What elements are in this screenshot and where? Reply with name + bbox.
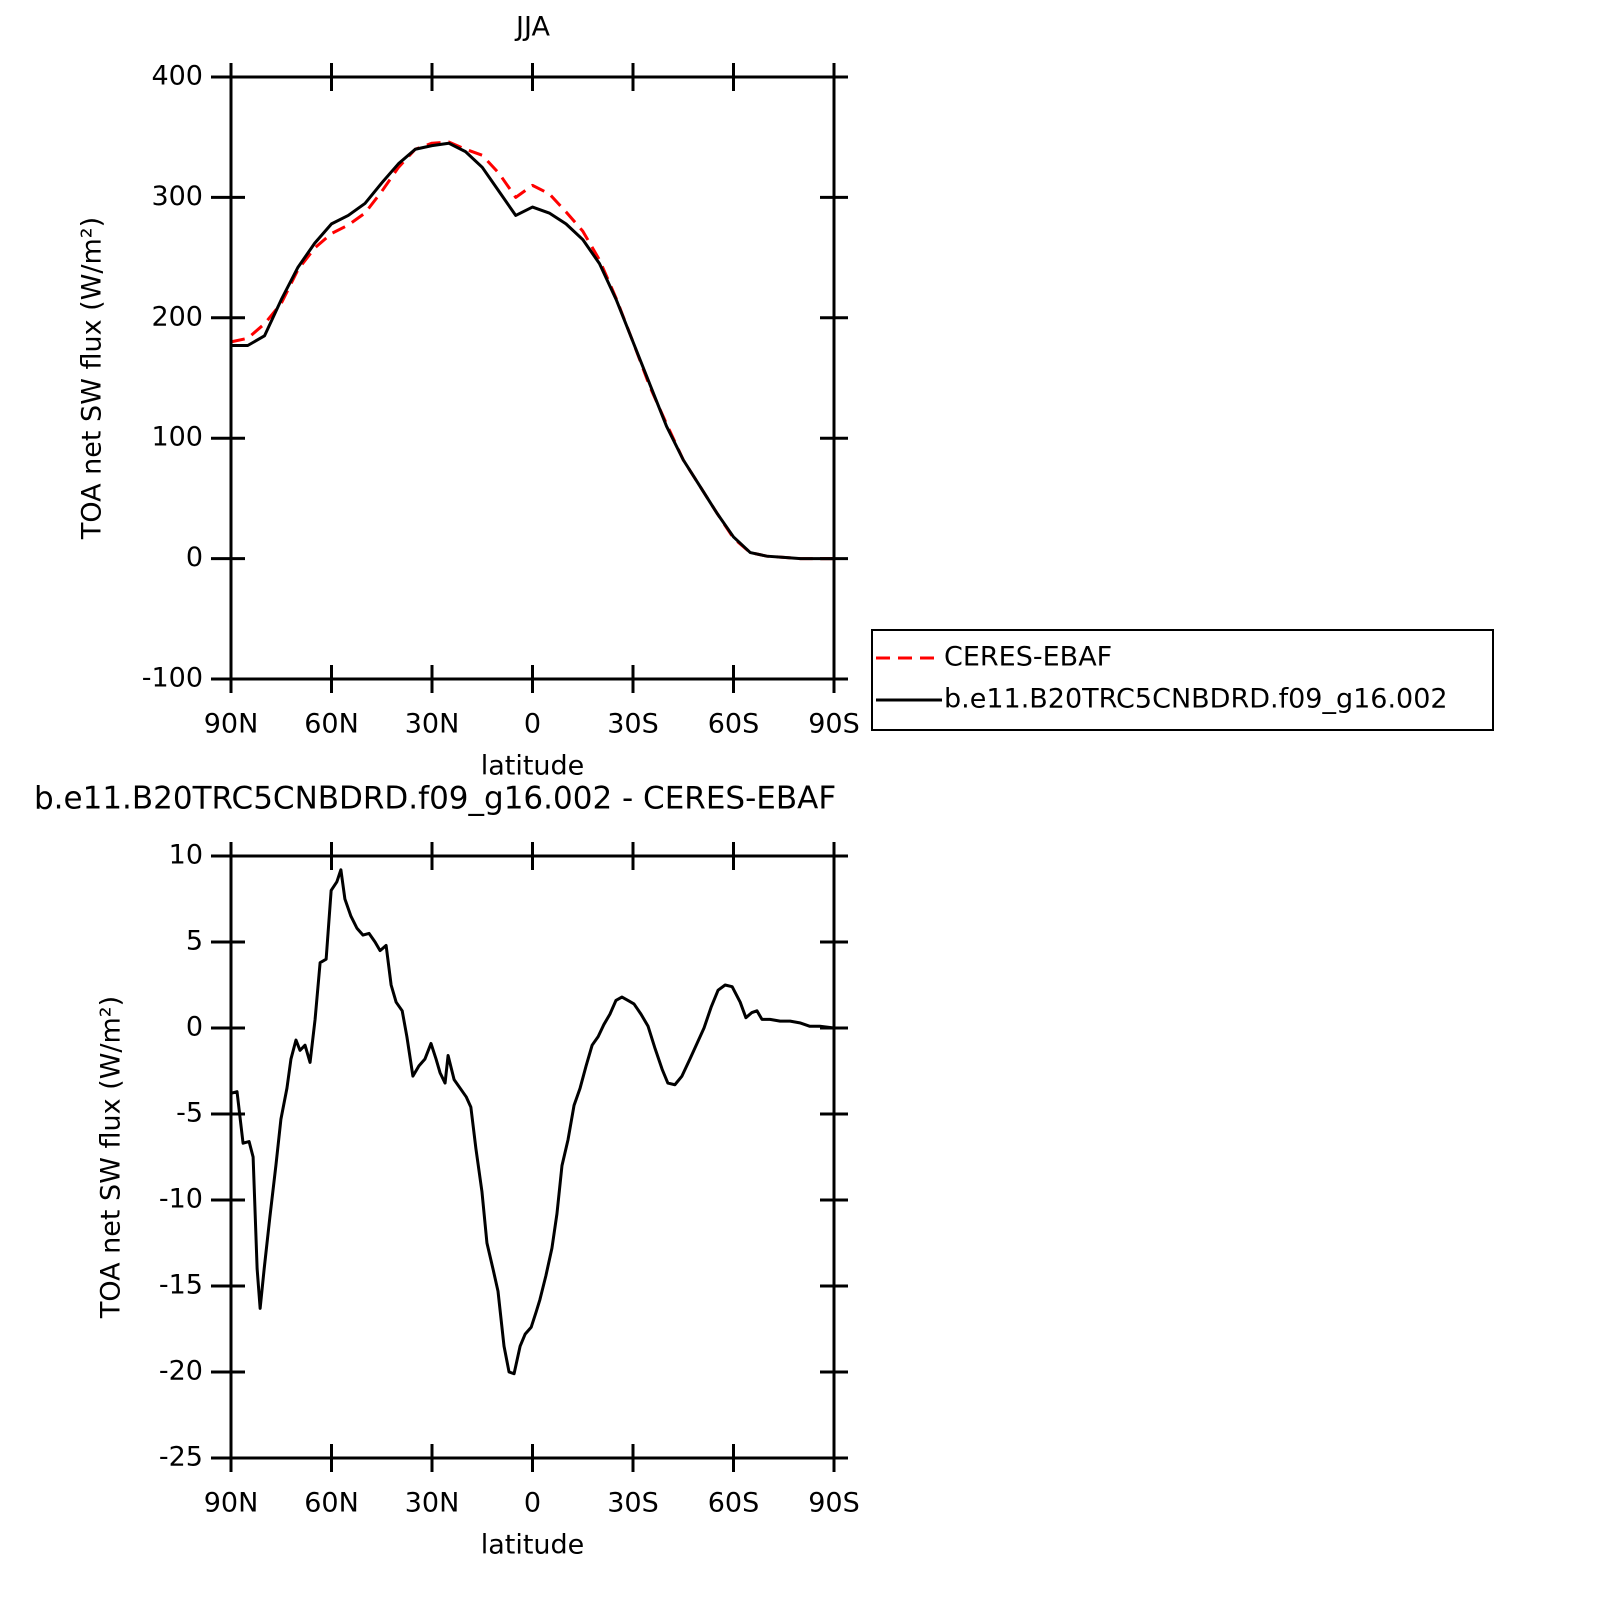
y-tick-label: -10 [159, 1184, 203, 1215]
x-axis-label: latitude [481, 751, 585, 782]
y-tick-label: 10 [169, 840, 203, 871]
y-tick-label: 400 [151, 61, 203, 92]
x-tick-label: 90S [808, 1488, 860, 1519]
y-tick-label: 300 [151, 181, 203, 212]
y-tick-label: 5 [186, 926, 203, 957]
y-tick-label: -15 [159, 1270, 203, 1301]
y-tick-label: 200 [151, 301, 203, 332]
chart-title: b.e11.B20TRC5CNBDRD.f09_g16.002 - CERES-… [34, 781, 836, 817]
x-axis-label: latitude [481, 1530, 585, 1561]
x-tick-label: 60S [708, 1488, 760, 1519]
x-tick-label: 90S [808, 709, 860, 740]
legend-label: b.e11.B20TRC5CNBDRD.f09_g16.002 [944, 684, 1448, 715]
legend-box [871, 629, 1494, 731]
x-tick-label: 30S [607, 1488, 659, 1519]
x-tick-label: 30N [405, 709, 460, 740]
y-axis-label: TOA net SW flux (W/m²) [96, 996, 127, 1319]
x-tick-label: 60S [708, 709, 760, 740]
chart-title: JJA [514, 12, 550, 43]
x-tick-label: 30N [405, 1488, 460, 1519]
y-tick-label: -25 [159, 1442, 203, 1473]
y-axis-label: TOA net SW flux (W/m²) [77, 217, 108, 540]
y-tick-label: 100 [151, 422, 203, 453]
x-tick-label: 0 [524, 1488, 541, 1519]
x-tick-label: 90N [204, 709, 259, 740]
plot-frame [229, 854, 836, 1460]
y-tick-label: 0 [186, 542, 203, 573]
data-line [231, 141, 834, 561]
y-tick-label: -20 [159, 1356, 203, 1387]
x-tick-label: 90N [204, 1488, 259, 1519]
y-tick-label: -5 [176, 1098, 203, 1129]
y-tick-label: -100 [142, 663, 203, 694]
data-line [230, 140, 834, 561]
x-tick-label: 60N [304, 709, 359, 740]
x-tick-label: 30S [607, 709, 659, 740]
plot-frame [229, 75, 836, 681]
y-tick-label: 0 [186, 1012, 203, 1043]
x-tick-label: 60N [304, 1488, 359, 1519]
legend-label: CERES-EBAF [944, 642, 1112, 673]
data-line [230, 868, 835, 1376]
x-tick-label: 0 [524, 709, 541, 740]
